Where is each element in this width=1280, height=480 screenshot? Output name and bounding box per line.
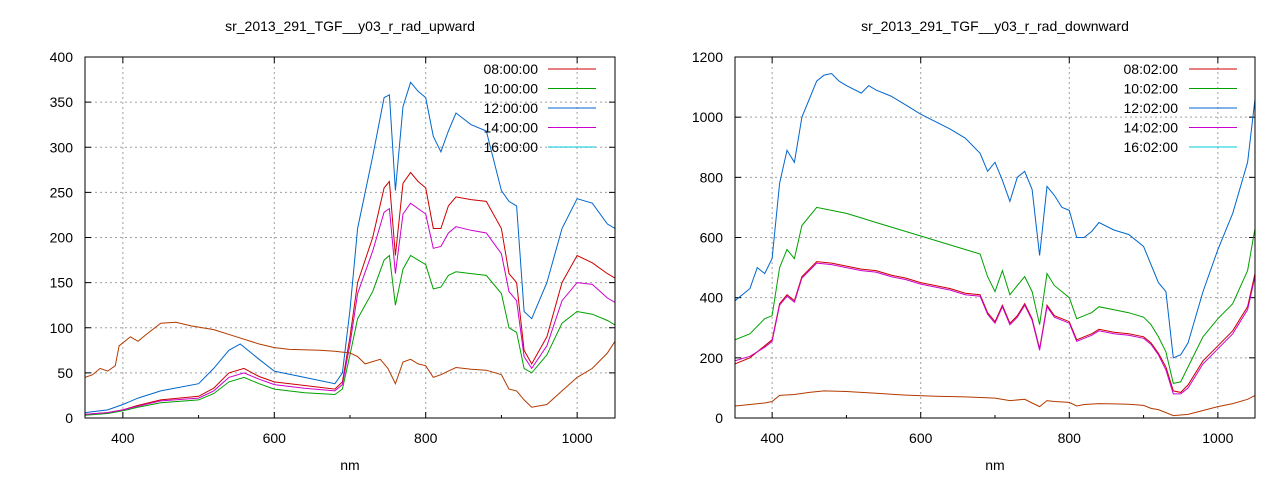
y-tick-label: 250 — [50, 184, 74, 200]
legend-label: 14:02:00 — [1124, 120, 1179, 136]
y-tick-label: 200 — [50, 230, 74, 246]
legend-label: 16:02:00 — [1124, 139, 1179, 155]
x-tick-label: 1000 — [562, 430, 593, 446]
legend-label: 08:02:00 — [1124, 61, 1179, 77]
series-line-140000 — [85, 202, 615, 415]
chart-title: sr_2013_291_TGF__y03_r_rad_downward — [861, 18, 1129, 34]
x-tick-label: 800 — [1058, 430, 1082, 446]
y-tick-label: 600 — [700, 230, 724, 246]
y-tick-label: 400 — [700, 290, 724, 306]
legend-label: 10:00:00 — [484, 81, 539, 97]
x-tick-label: 400 — [760, 430, 784, 446]
x-tick-label: 1000 — [1202, 430, 1233, 446]
series-line-unlabeled — [85, 321, 615, 408]
legend-label: 10:02:00 — [1124, 81, 1179, 97]
x-tick-label: 800 — [414, 430, 438, 446]
y-tick-label: 150 — [50, 275, 74, 291]
plot-frame — [84, 56, 616, 419]
series-line-140200 — [735, 262, 1255, 395]
x-tick-label: 600 — [263, 430, 287, 446]
legend-label: 12:02:00 — [1124, 100, 1179, 116]
downward-chart: sr_2013_291_TGF__y03_r_rad_downward 0 200 4… — [692, 18, 1256, 473]
y-tick-label: 400 — [50, 49, 74, 65]
upward-chart: sr_2013_291_TGF__y03_r_rad_upward 0 50 100 1… — [50, 18, 616, 473]
y-tick-label: 200 — [700, 350, 724, 366]
series-line-080200 — [735, 261, 1255, 393]
series-line-120000 — [85, 81, 615, 414]
y-tick-label: 1000 — [692, 109, 723, 125]
legend-label: 16:00:00 — [484, 139, 539, 155]
y-tick-label: 800 — [700, 169, 724, 185]
x-tick-label: 400 — [111, 430, 135, 446]
y-tick-label: 300 — [50, 139, 74, 155]
series-line-100200 — [735, 206, 1255, 384]
y-tick-label: 0 — [65, 410, 73, 426]
chart-title: sr_2013_291_TGF__y03_r_rad_upward — [225, 18, 475, 34]
x-tick-label: 600 — [909, 430, 933, 446]
series-line-080000 — [85, 171, 615, 415]
y-tick-label: 350 — [50, 94, 74, 110]
legend-label: 14:00:00 — [484, 120, 539, 136]
y-tick-label: 0 — [715, 410, 723, 426]
series-line-120200 — [735, 72, 1255, 359]
series-line-100000 — [85, 254, 615, 416]
series-line-unlabeled — [735, 390, 1255, 417]
y-tick-label: 100 — [50, 320, 74, 336]
y-tick-label: 50 — [57, 365, 73, 381]
legend-label: 12:00:00 — [484, 100, 539, 116]
plot-frame — [734, 56, 1256, 419]
x-axis-label: nm — [340, 457, 359, 473]
y-tick-label: 1200 — [692, 49, 723, 65]
legend-label: 08:00:00 — [484, 61, 539, 77]
x-axis-label: nm — [985, 457, 1004, 473]
